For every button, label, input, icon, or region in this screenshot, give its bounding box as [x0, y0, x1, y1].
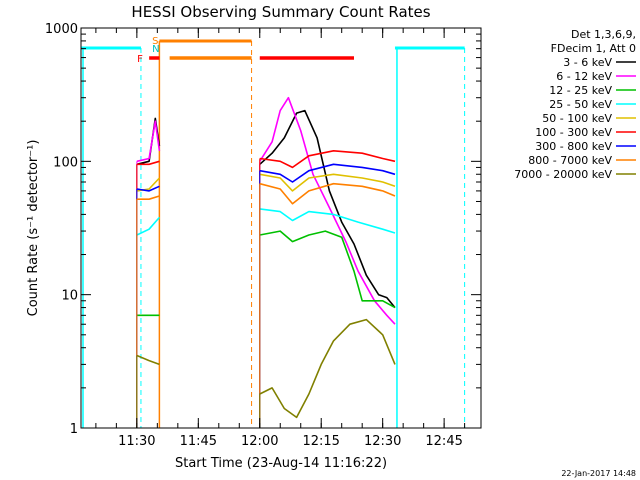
x-tick-label: 11:30	[118, 434, 155, 449]
x-axis-label: Start Time (23-Aug-14 11:16:22)	[175, 456, 387, 471]
series-7-line	[136, 182, 396, 205]
series-1-line	[136, 96, 396, 325]
y-tick-label: 1000	[45, 22, 78, 37]
y-tick-label: 10	[61, 289, 78, 304]
legend-header-line: Det 1,3,6,9,	[571, 28, 636, 41]
flag-label-n: N	[152, 44, 159, 55]
y-tick-label: 1	[70, 422, 78, 437]
series-8-line	[136, 318, 396, 419]
x-tick-label: 12:30	[364, 434, 401, 449]
flag-label-s: S	[152, 36, 158, 47]
legend-label: 6 - 12 keV	[556, 70, 612, 83]
x-tick-label: 11:45	[180, 434, 217, 449]
legend-label: 100 - 300 keV	[535, 126, 612, 139]
series-6-line	[136, 163, 396, 192]
series-3-line	[136, 208, 396, 236]
legend-label: 800 - 7000 keV	[528, 154, 612, 167]
flag-label-f: F	[137, 54, 143, 65]
y-tick-label: 100	[53, 155, 78, 170]
series-5-line	[136, 150, 396, 169]
plot-frame	[80, 27, 482, 429]
x-tick-label: 12:15	[302, 434, 339, 449]
series-2-line	[136, 230, 396, 317]
x-tick-label: 12:45	[425, 434, 462, 449]
chart-title: HESSI Observing Summary Count Rates	[131, 3, 430, 21]
legend-label: 50 - 100 keV	[542, 112, 612, 125]
legend-label: 25 - 50 keV	[549, 98, 612, 111]
legend-label: 7000 - 20000 keV	[514, 168, 612, 181]
legend-header-line: FDecim 1, Att 0	[551, 42, 636, 55]
y-axis-label: Count Rate (s⁻¹ detector⁻¹)	[26, 140, 41, 317]
legend-label: 12 - 25 keV	[549, 84, 612, 97]
legend-label: 300 - 800 keV	[535, 140, 612, 153]
legend-label: 3 - 6 keV	[563, 56, 612, 69]
x-tick-label: 12:00	[241, 434, 278, 449]
footer-date: 22-Jan-2017 14:48	[561, 469, 636, 478]
